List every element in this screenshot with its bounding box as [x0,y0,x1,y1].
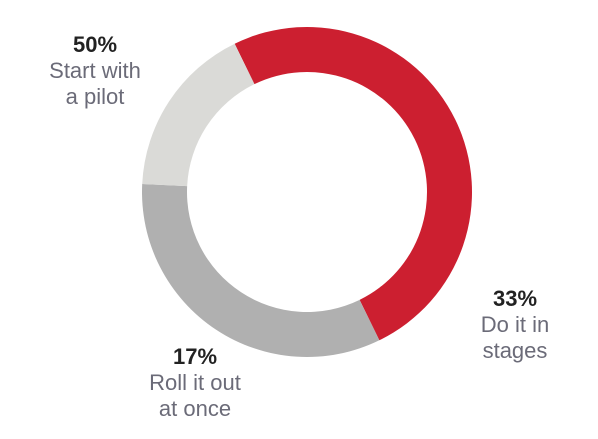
slice-category-line: a pilot [65,83,125,109]
slice-category-label: Do it in stages [430,312,598,364]
donut-slice-start-with-pilot [234,26,472,341]
slice-category-line: at once [158,395,232,421]
slice-category-line: stages [482,337,548,363]
slice-label-roll-it-out-at-once: 17% Roll it out at once [105,344,285,422]
slice-category-label: Start with a pilot [5,58,185,110]
slice-value-label: 17% [172,344,218,369]
slice-category-line: Do it in [480,311,550,337]
donut-slice-roll-it-out-at-once [142,43,255,187]
donut-slice-do-it-in-stages [141,183,380,357]
slice-category-line: Roll it out [149,369,241,395]
slice-label-do-it-in-stages: 33% Do it in stages [430,286,598,364]
slice-value-label: 33% [492,286,538,311]
slice-category-label: Roll it out at once [105,370,285,422]
slice-value-label: 50% [72,32,118,57]
slice-category-line: Start with [49,57,141,83]
slice-label-start-with-pilot: 50% Start with a pilot [5,32,185,110]
